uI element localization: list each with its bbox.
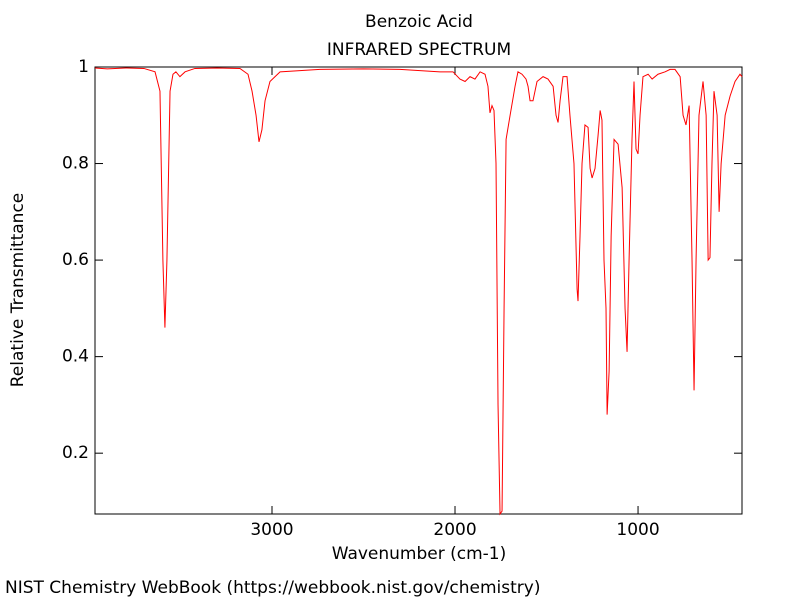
y-axis-label: Relative Transmittance <box>8 193 28 388</box>
y-tick-label: 0.2 <box>62 443 89 463</box>
y-tick-label: 0.8 <box>62 154 89 174</box>
chart-subtitle: INFRARED SPECTRUM <box>327 40 511 60</box>
chart-title: Benzoic Acid <box>365 12 473 32</box>
x-tick-label: 3000 <box>250 520 293 540</box>
x-axis-label: Wavenumber (cm-1) <box>332 544 507 564</box>
source-note: NIST Chemistry WebBook (https://webbook.… <box>5 578 540 598</box>
x-tick-label: 2000 <box>433 520 476 540</box>
x-tick-label: 1000 <box>616 520 659 540</box>
plot-frame <box>94 66 743 515</box>
y-tick-label: 0.4 <box>62 347 89 367</box>
y-tick-label: 1 <box>78 57 89 77</box>
y-tick-label: 0.6 <box>62 250 89 270</box>
spectrum-line <box>94 67 743 516</box>
